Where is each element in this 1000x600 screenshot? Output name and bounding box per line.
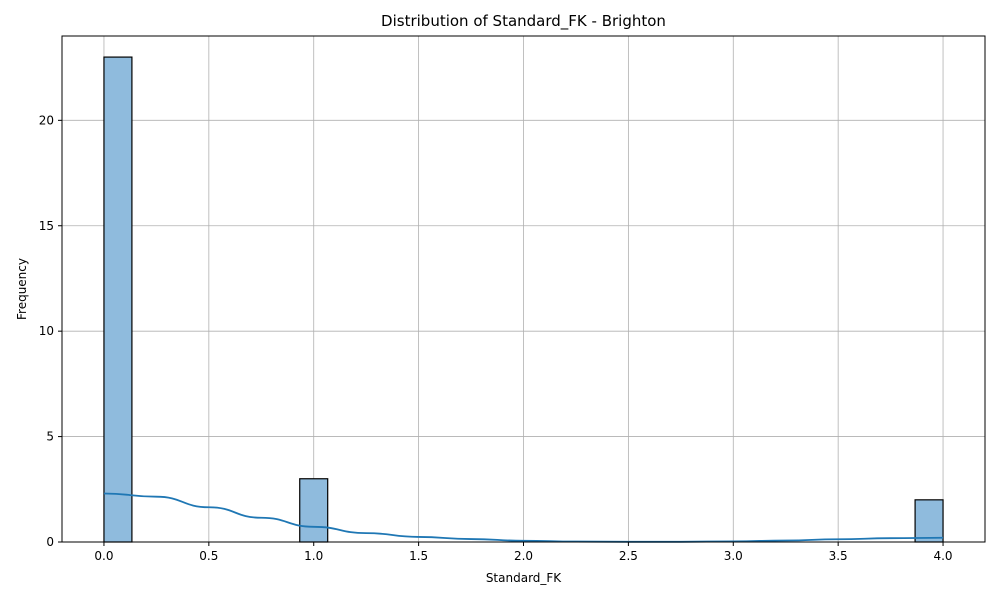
x-tick-label: 3.0 [724,549,743,563]
histogram-bar [103,56,133,543]
chart-title: Distribution of Standard_FK - Brighton [381,12,666,31]
y-tick-label: 10 [39,324,54,338]
y-tick-label: 5 [46,430,54,444]
bars [103,56,944,543]
y-tick-label: 15 [39,219,54,233]
x-tick-label: 3.5 [829,549,848,563]
y-tick-label: 0 [46,535,54,549]
kde-line [103,492,944,543]
histogram-bar [914,499,944,543]
x-tick-label: 4.0 [933,549,952,563]
kde-curve [103,492,944,543]
grid [62,36,985,543]
y-axis-label: Frequency [15,258,29,320]
x-tick-label: 2.5 [619,549,638,563]
x-tick-label: 0.5 [199,549,218,563]
y-tick-label: 20 [39,113,54,127]
histogram-bar [299,478,329,543]
x-axis-ticks: 0.0 0.5 1.0 1.5 2.0 2.5 3.0 3.5 4.0 [94,542,953,563]
x-tick-label: 0.0 [94,549,113,563]
x-tick-label: 1.0 [304,549,323,563]
y-axis-ticks: 0 5 10 15 20 [39,113,62,549]
x-tick-label: 1.5 [409,549,428,563]
x-tick-label: 2.0 [514,549,533,563]
x-axis-label: Standard_FK [486,571,562,585]
